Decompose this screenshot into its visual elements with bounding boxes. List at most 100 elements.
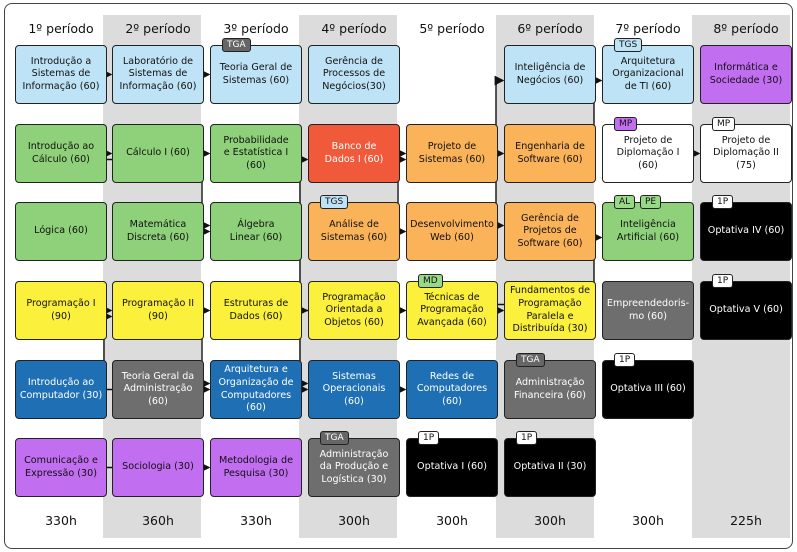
course-apl[interactable]: Administração da Produção e Logística (3… — [308, 438, 400, 497]
prereq-tag-mp: MP — [614, 117, 638, 131]
course-so[interactable]: Sistemas Operacionais (60) — [308, 360, 400, 419]
period-header-8: 8º período — [713, 21, 779, 36]
course-label: Optativa II (30) — [513, 461, 587, 473]
course-opt1[interactable]: Optativa I (60) — [406, 438, 498, 497]
course-as[interactable]: Análise de Sistemas (60) — [308, 202, 400, 261]
course-met[interactable]: Metodologia de Pesquisa (30) — [210, 438, 302, 497]
course-label: Álgebra Linear (60) — [229, 218, 283, 243]
period-total-4: 300h — [338, 513, 370, 528]
period-total-1: 330h — [45, 513, 77, 528]
prereq-tag-tgs: TGS — [320, 195, 349, 209]
course-rc[interactable]: Redes de Computadores (60) — [406, 360, 498, 419]
prereq-tag-tga: TGA — [222, 38, 251, 52]
course-label: Lógica (60) — [34, 225, 88, 237]
course-label: Optativa IV (60) — [707, 225, 785, 237]
course-label: Projeto de Diplomação II (75) — [713, 134, 779, 171]
course-label: Arquitetura e Organização de Computadore… — [218, 364, 294, 414]
course-label: Teoria Geral da Administração (60) — [121, 370, 195, 407]
course-opt5[interactable]: Optativa V (60) — [700, 281, 792, 340]
course-ia[interactable]: Inteligência Artificial (60) — [602, 202, 694, 261]
course-com[interactable]: Comunicação e Expressão (30) — [15, 438, 107, 497]
course-label: Teoria Geral de Sistemas (60) — [219, 61, 293, 86]
course-label: Arquitetura Organizacional de TI (60) — [612, 55, 684, 92]
course-calc1[interactable]: Cálculo I (60) — [112, 124, 204, 183]
course-label: Metodologia de Pesquisa (30) — [219, 454, 293, 479]
course-label: Empreendedoris- mo (60) — [606, 297, 690, 322]
prereq-tag-1p: 1P — [418, 431, 440, 445]
prereq-tag-tga: TGA — [320, 431, 349, 445]
course-lab[interactable]: Laboratório de Sistemas de Informação (6… — [112, 45, 204, 104]
course-label: Probabilidade e Estatística I (60) — [223, 134, 289, 171]
course-label: Gerência de Projetos de Software (60) — [517, 212, 583, 249]
prereq-tag-mp: MP — [712, 117, 736, 131]
course-prog2[interactable]: Programação II (90) — [112, 281, 204, 340]
course-prog1[interactable]: Programação I (90) — [15, 281, 107, 340]
course-label: Comunicação e Expressão (30) — [24, 454, 98, 479]
course-aoti[interactable]: Arquitetura Organizacional de TI (60) — [602, 45, 694, 104]
period-header-7: 7º período — [615, 21, 681, 36]
course-es[interactable]: Engenharia de Software (60) — [504, 124, 596, 183]
period-header-4: 4º período — [321, 21, 387, 36]
course-label: Optativa III (60) — [610, 383, 686, 395]
course-label: Sistemas Operacionais (60) — [322, 370, 386, 407]
course-label: Engenharia de Software (60) — [515, 140, 585, 165]
course-isi[interactable]: Introdução a Sistemas de Informação (60) — [15, 45, 107, 104]
course-ed[interactable]: Estruturas de Dados (60) — [210, 281, 302, 340]
course-tpa[interactable]: Técnicas de Programação Avançada (60) — [406, 281, 498, 340]
course-opt4[interactable]: Optativa IV (60) — [700, 202, 792, 261]
course-label: Análise de Sistemas (60) — [320, 218, 388, 243]
course-pd2[interactable]: Projeto de Diplomação II (75) — [700, 124, 792, 183]
course-label: Inteligência Artificial (60) — [616, 218, 680, 243]
course-emp[interactable]: Empreendedoris- mo (60) — [602, 281, 694, 340]
course-af[interactable]: Administração Financeira (60) — [504, 360, 596, 419]
course-label: Optativa V (60) — [709, 304, 783, 316]
course-label: Técnicas de Programação Avançada (60) — [417, 291, 487, 328]
course-in[interactable]: Inteligência de Negócios (60) — [504, 45, 596, 104]
course-label: Matemática Discreta (60) — [126, 218, 190, 243]
course-label: Redes de Computadores (60) — [416, 370, 488, 407]
course-soc[interactable]: Sociologia (30) — [112, 438, 204, 497]
course-label: Projeto de Sistemas (60) — [418, 140, 486, 165]
course-alg[interactable]: Álgebra Linear (60) — [210, 202, 302, 261]
course-label: Programação I (90) — [26, 297, 96, 322]
course-md[interactable]: Matemática Discreta (60) — [112, 202, 204, 261]
prereq-tag-tga: TGA — [516, 353, 545, 367]
course-label: Programação Orientada a Objetos (60) — [322, 291, 386, 328]
prereq-tag-al: AL — [614, 195, 636, 209]
period-header-3: 3º período — [223, 21, 289, 36]
course-fpp[interactable]: Fundamentos de Programação Paralela e Di… — [504, 281, 596, 340]
period-header-2: 2º período — [125, 21, 191, 36]
period-header-1: 1º período — [28, 21, 94, 36]
course-opt2[interactable]: Optativa II (30) — [504, 438, 596, 497]
course-bd[interactable]: Banco de Dados I (60) — [308, 124, 400, 183]
course-tgs[interactable]: Teoria Geral de Sistemas (60) — [210, 45, 302, 104]
period-header-5: 5º período — [419, 21, 485, 36]
prereq-tag-1p: 1P — [614, 353, 636, 367]
prereq-tag-1p: 1P — [712, 195, 734, 209]
period-total-3: 330h — [240, 513, 272, 528]
course-calc0[interactable]: Introdução ao Cálculo (60) — [15, 124, 107, 183]
course-icomp[interactable]: Introdução ao Computador (30) — [15, 360, 107, 419]
course-log[interactable]: Lógica (60) — [15, 202, 107, 261]
course-pd1[interactable]: Projeto de Diplomação I (60) — [602, 124, 694, 183]
course-label: Cálculo I (60) — [126, 147, 190, 159]
course-ps[interactable]: Projeto de Sistemas (60) — [406, 124, 498, 183]
prereq-tag-md: MD — [418, 274, 443, 288]
course-opt3[interactable]: Optativa III (60) — [602, 360, 694, 419]
course-arq[interactable]: Arquitetura e Organização de Computadore… — [210, 360, 302, 419]
course-isoc[interactable]: Informática e Sociedade (30) — [700, 45, 792, 104]
course-poo[interactable]: Programação Orientada a Objetos (60) — [308, 281, 400, 340]
course-gps[interactable]: Gerência de Projetos de Software (60) — [504, 202, 596, 261]
course-label: Administração Financeira (60) — [514, 376, 586, 401]
course-label: Laboratório de Sistemas de Informação (6… — [119, 55, 197, 92]
course-prob[interactable]: Probabilidade e Estatística I (60) — [210, 124, 302, 183]
course-label: Fundamentos de Programação Paralela e Di… — [509, 285, 591, 335]
period-total-7: 300h — [632, 513, 664, 528]
course-label: Inteligência de Negócios (60) — [514, 61, 586, 86]
course-label: Introdução a Sistemas de Informação (60) — [22, 55, 100, 92]
course-dw[interactable]: Desenvolvimento Web (60) — [406, 202, 498, 261]
course-tga[interactable]: Teoria Geral da Administração (60) — [112, 360, 204, 419]
course-label: Administração da Produção e Logística (3… — [319, 448, 389, 485]
course-gpn[interactable]: Gerência de Processos de Negócios(30) — [308, 45, 400, 104]
course-label: Optativa I (60) — [417, 461, 487, 473]
